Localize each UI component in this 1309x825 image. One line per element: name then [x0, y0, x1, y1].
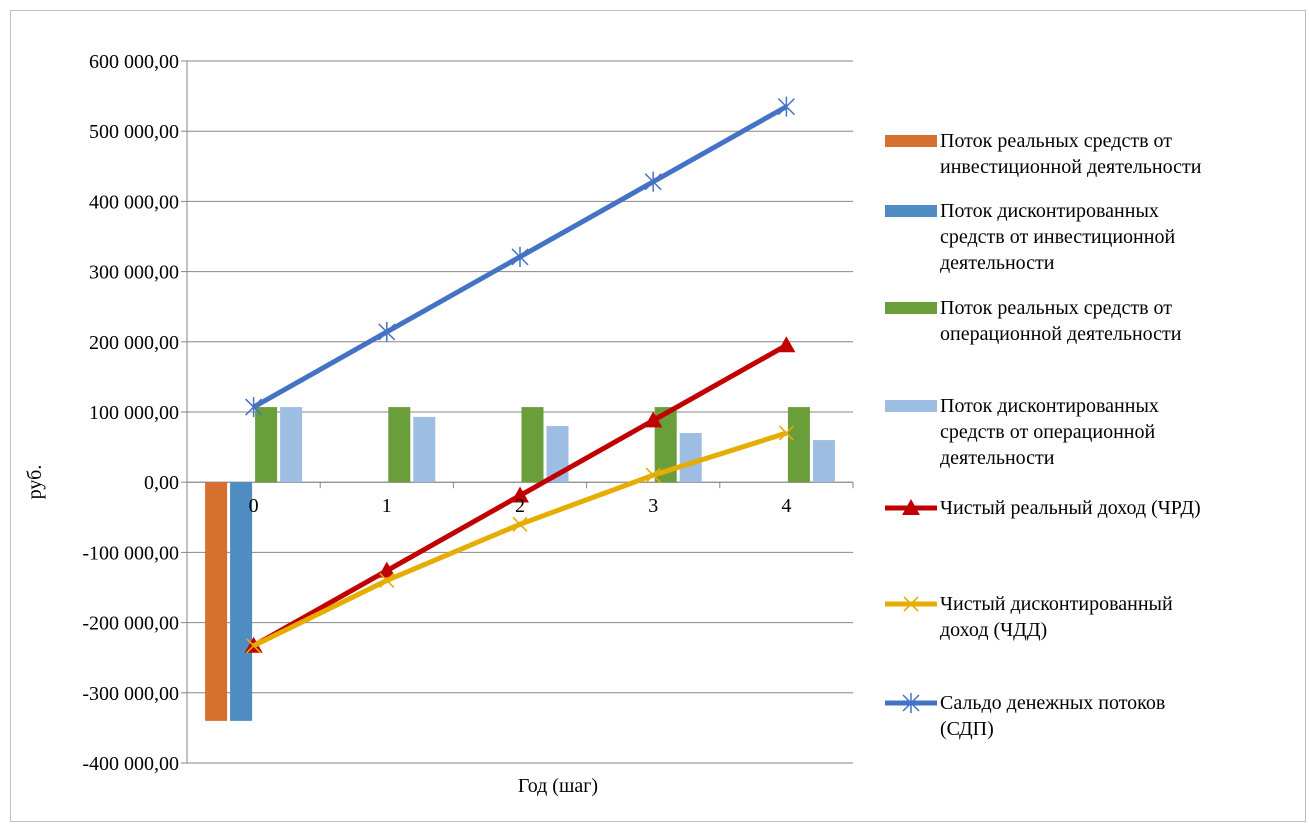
- bars: [205, 407, 835, 721]
- y-tick-label: 300 000,00: [89, 262, 179, 284]
- point-marker: [777, 96, 795, 117]
- legend-label: Чистый дисконтированный: [940, 593, 1173, 615]
- bar: [280, 407, 303, 483]
- y-tick-label: 600 000,00: [89, 51, 179, 73]
- legend-label: средств от операционной: [940, 421, 1155, 443]
- point-marker: [644, 411, 663, 428]
- legend-item: Поток реальных средств от операционной де…: [885, 297, 1182, 345]
- legend-label: (СДП): [940, 718, 994, 740]
- legend-item: Чистый дисконтированный доход (ЧДД): [885, 593, 1173, 641]
- legend-item: Поток дисконтированных средств от операци…: [885, 395, 1159, 469]
- x-axis-title: Год (шаг): [518, 775, 598, 797]
- legend-label: Сальдо денежных потоков: [940, 692, 1165, 714]
- y-tick-label: -400 000,00: [82, 753, 179, 775]
- y-tick-label: -200 000,00: [82, 613, 179, 635]
- point-marker: [644, 171, 662, 192]
- legend-swatch: [885, 302, 937, 314]
- series-line: [252, 430, 788, 649]
- point-marker: [902, 693, 920, 713]
- legend-label: Поток дисконтированных: [940, 395, 1159, 417]
- legend-label: деятельности: [940, 252, 1055, 274]
- x-tick-labels: 0 1 2 3 4: [249, 495, 792, 517]
- legend-item: Чистый реальный доход (ЧРД): [885, 497, 1201, 519]
- point-marker: [777, 336, 796, 353]
- bar: [812, 440, 835, 483]
- x-tick-label: 3: [648, 495, 658, 517]
- point-marker: [378, 321, 396, 342]
- bar: [205, 482, 228, 721]
- y-tick-label: -100 000,00: [82, 542, 179, 564]
- point-marker: [511, 246, 529, 267]
- x-tick-label: 4: [781, 495, 791, 517]
- legend-item: Сальдо денежных потоков (СДП): [885, 692, 1165, 740]
- point-marker: [246, 638, 262, 654]
- point-marker: [379, 572, 395, 589]
- series-lines: [244, 96, 796, 654]
- bar: [521, 407, 544, 483]
- point-marker: [511, 486, 529, 503]
- legend-label: Чистый реальный доход (ЧРД): [940, 497, 1201, 519]
- x-tick-label: 2: [515, 495, 525, 517]
- legend-label: средств от инвестиционной: [940, 226, 1175, 248]
- point-marker: [778, 425, 794, 441]
- y-tick-label: 0,00: [144, 472, 179, 494]
- legend-label: Поток реальных средств от: [940, 130, 1172, 152]
- legend-label: Поток реальных средств от: [940, 297, 1172, 319]
- legend-label: инвестиционной деятельности: [940, 156, 1202, 178]
- bar: [679, 433, 702, 483]
- y-tick-label: 100 000,00: [89, 402, 179, 424]
- legend-label: операционной деятельности: [940, 323, 1182, 345]
- point-marker: [377, 561, 396, 578]
- bar: [413, 416, 436, 483]
- legend-label: доход (ЧДД): [940, 619, 1047, 641]
- point-marker: [512, 516, 528, 532]
- legend-item: Поток реальных средств от инвестиционной …: [885, 130, 1202, 178]
- legend-swatch: [885, 205, 937, 217]
- legend-item: Поток дисконтированных средств от инвести…: [885, 200, 1175, 274]
- bar: [546, 426, 569, 483]
- y-axis-title: руб.: [24, 465, 46, 500]
- x-tick-label: 1: [382, 495, 392, 517]
- x-tick-label: 0: [249, 495, 259, 517]
- y-tick-label: 200 000,00: [89, 332, 179, 354]
- bar: [388, 407, 411, 483]
- legend-swatch: [885, 135, 937, 147]
- bar: [230, 482, 253, 721]
- point-marker: [903, 596, 919, 612]
- legend-label: деятельности: [940, 447, 1055, 469]
- legend-label: Поток дисконтированных: [940, 200, 1159, 222]
- y-tick-label: 400 000,00: [89, 191, 179, 213]
- bar: [255, 407, 278, 483]
- y-tick-label: -300 000,00: [82, 683, 179, 705]
- point-marker: [645, 467, 661, 483]
- bar: [787, 407, 810, 483]
- y-tick-label: 500 000,00: [89, 121, 179, 143]
- legend: Поток реальных средств от инвестиционной …: [885, 130, 1202, 740]
- y-tick-labels: 600 000,00 500 000,00 400 000,00 300 000,00…: [82, 51, 179, 775]
- point-marker: [245, 397, 263, 418]
- point-marker: [902, 499, 920, 515]
- legend-swatch: [885, 400, 937, 412]
